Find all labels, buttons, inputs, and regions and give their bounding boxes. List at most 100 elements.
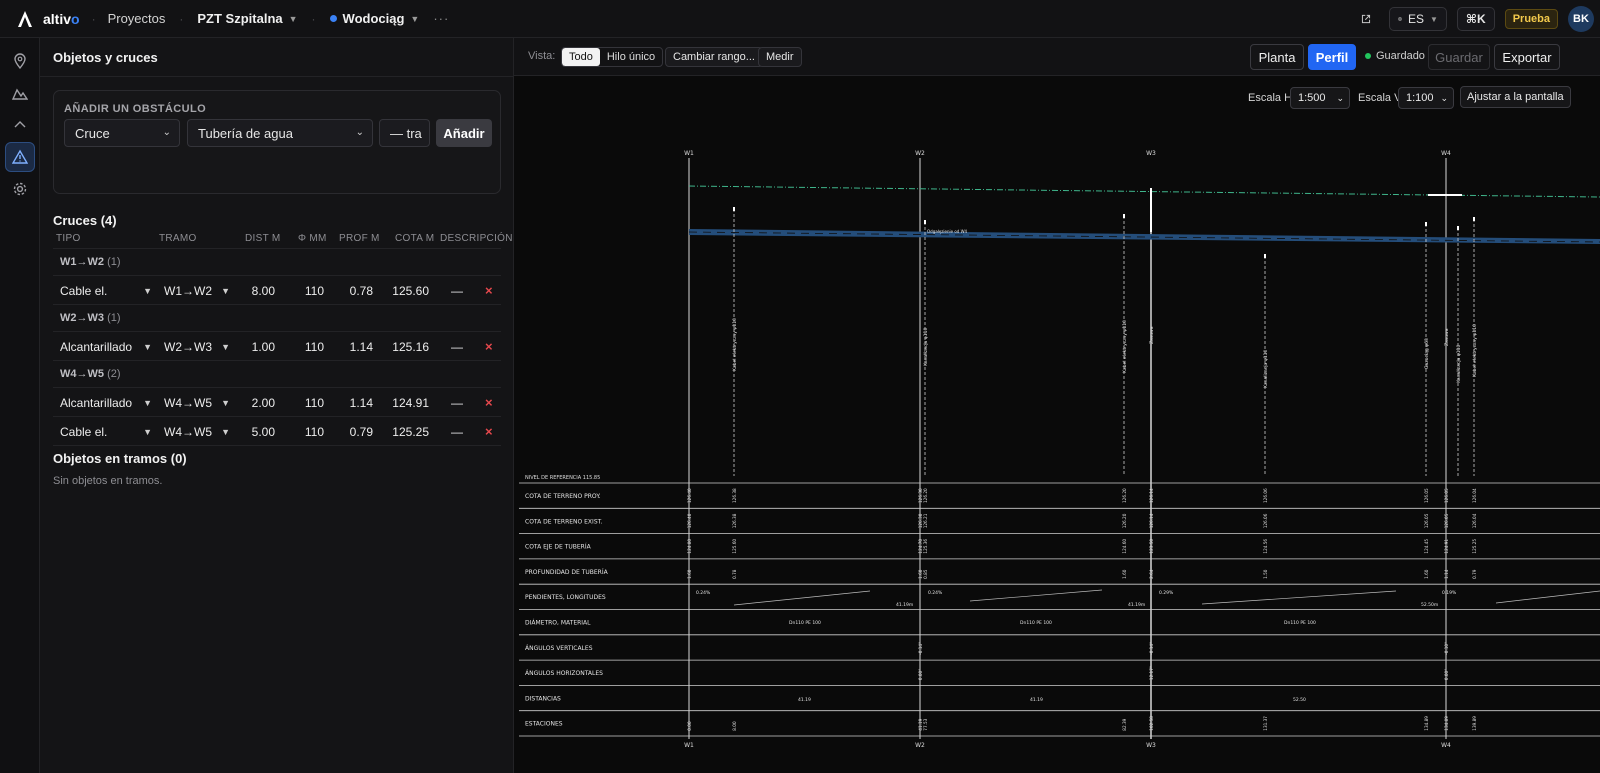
cota-eje-value: 124.45: [1424, 539, 1429, 554]
dist-value[interactable]: 5.00: [251, 425, 275, 439]
elevation-value[interactable]: 125.25: [392, 425, 429, 439]
cota-exist-value: 126.38: [732, 513, 737, 528]
vertical-angle-value: -0.10°: [1444, 642, 1449, 655]
scale-h-select[interactable]: 1:500 ⌄: [1290, 87, 1350, 109]
depth-value: 1.60: [1424, 569, 1429, 579]
table-row: Cable el. ▼ W4→W5 ▼ 5.00 110 0.79 125.25 —…: [53, 417, 501, 446]
chevron-up-icon[interactable]: [5, 110, 35, 140]
slope-label: 0.24%: [928, 590, 943, 596]
cota-eje-value: 125.60: [732, 539, 737, 554]
segment-select[interactable]: W1→W2 ▼: [164, 284, 230, 298]
chevron-down-icon: ⌄: [1440, 93, 1448, 103]
terrain-icon[interactable]: [5, 78, 35, 108]
segment-select[interactable]: W4→W5 ▼: [164, 425, 230, 439]
external-link-icon: [1361, 14, 1370, 24]
band-row-label: COTA DE TERRENO PROY.: [525, 493, 601, 500]
dist-value[interactable]: 2.00: [251, 396, 275, 410]
group-count: (1): [107, 312, 121, 324]
crossing-label: Kabel elektryczny φ110: [732, 318, 738, 371]
cota-proy-value: 126.05: [1424, 488, 1429, 503]
profile-canvas[interactable]: Escala H 1:500 ⌄ Escala V 1:100 ⌄ Ajustar …: [514, 76, 1600, 773]
depth-value[interactable]: 1.14: [349, 340, 373, 354]
project-switcher[interactable]: PZT Szpitalna ▼: [197, 11, 297, 26]
add-obstacle-title: AÑADIR UN OBSTÁCULO: [64, 103, 207, 115]
icon-rail: [0, 38, 40, 773]
view-all-tab[interactable]: Todo: [562, 48, 600, 66]
dist-value[interactable]: 1.00: [251, 340, 275, 354]
description-value[interactable]: —: [451, 396, 463, 410]
add-obstacle-button[interactable]: Añadir: [436, 119, 492, 147]
command-palette-button[interactable]: ⌘K: [1456, 7, 1495, 31]
slope-label: 0.29%: [1159, 590, 1174, 596]
well-label-bottom: W3: [1146, 742, 1156, 749]
depth-value[interactable]: 1.14: [349, 396, 373, 410]
type-select[interactable]: Alcantarillado ▼: [60, 340, 152, 354]
table-row: Cable el. ▼ W1→W2 ▼ 8.00 110 0.78 125.60 —…: [53, 276, 501, 305]
elevation-value[interactable]: 124.91: [392, 396, 429, 410]
scale-v-select[interactable]: 1:100 ⌄: [1398, 87, 1454, 109]
plan-view-button[interactable]: Planta: [1250, 44, 1304, 70]
network-switcher[interactable]: Wodociąg ▼: [329, 11, 419, 26]
dist-value[interactable]: 8.00: [251, 284, 275, 298]
fit-to-screen-button[interactable]: Ajustar a la pantalla: [1460, 86, 1571, 108]
obstacle-type-select[interactable]: Cruce ⌄: [64, 119, 180, 147]
change-range-button[interactable]: Cambiar rango...: [665, 47, 763, 67]
delete-icon[interactable]: ×: [485, 395, 493, 410]
diameter-value[interactable]: 110: [304, 340, 324, 354]
delete-icon[interactable]: ×: [485, 283, 493, 298]
cota-proy-value: 126.05: [1444, 488, 1449, 503]
diameter-value[interactable]: 110: [304, 425, 324, 439]
description-value[interactable]: —: [451, 425, 463, 439]
cota-eje-value: 124.70: [918, 539, 923, 554]
nav-projects-link[interactable]: Proyectos: [107, 11, 166, 26]
elevation-value[interactable]: 125.60: [392, 284, 429, 298]
user-avatar[interactable]: BK: [1568, 6, 1594, 32]
band-table: COTA DE TERRENO PROY. COTA DE TERRENO EXI…: [519, 482, 1600, 737]
group-name: W4→W5: [60, 368, 104, 380]
column-header: TRAMO: [159, 233, 197, 244]
add-obstacle-box: AÑADIR UN OBSTÁCULO Cruce ⌄ Tubería de a…: [53, 90, 501, 194]
type-select[interactable]: Cable el. ▼: [60, 284, 152, 298]
obstacle-segment-select[interactable]: — tra: [379, 119, 430, 147]
station-value: 139.89: [1472, 716, 1477, 731]
type-select[interactable]: Alcantarillado ▼: [60, 396, 152, 410]
measure-button[interactable]: Medir: [758, 47, 802, 67]
brand-logo[interactable]: altivo: [17, 10, 80, 28]
nav-separator-icon: ·: [311, 11, 316, 26]
band-row-label: DIÁMETRO, MATERIAL: [525, 620, 591, 627]
chevron-down-icon: ⌄: [355, 127, 364, 138]
gear-icon[interactable]: [5, 174, 35, 204]
more-icon[interactable]: ···: [433, 11, 450, 26]
view-single-tab[interactable]: Hilo único: [606, 51, 656, 63]
segment-select[interactable]: W2→W3 ▼: [164, 340, 230, 354]
diameter-value[interactable]: 110: [304, 284, 324, 298]
elevation-value[interactable]: 125.16: [392, 340, 429, 354]
open-external-icon[interactable]: [1353, 7, 1379, 31]
crossing-markers: [733, 207, 1475, 258]
globe-icon: [1398, 17, 1402, 21]
well-label-bottom: W1: [684, 742, 694, 749]
description-value[interactable]: —: [451, 284, 463, 298]
map-pin-icon[interactable]: [5, 46, 35, 76]
diameter-value[interactable]: 110: [304, 396, 324, 410]
depth-value: 1.60: [1122, 569, 1127, 579]
pipe-annotation: Odgałęzienie od W4: [927, 229, 968, 234]
well-label-top: W4: [1441, 150, 1451, 157]
description-value[interactable]: —: [451, 340, 463, 354]
scale-v-label: Escala V: [1358, 92, 1402, 104]
language-selector[interactable]: ES ▼: [1388, 7, 1447, 31]
warning-icon[interactable]: [5, 142, 35, 172]
save-button[interactable]: Guardar: [1428, 44, 1490, 70]
segment-select[interactable]: W4→W5 ▼: [164, 396, 230, 410]
obstacle-object-select[interactable]: Tubería de agua ⌄: [187, 119, 373, 147]
delete-icon[interactable]: ×: [485, 424, 493, 439]
profile-view-button[interactable]: Perfil: [1308, 44, 1356, 70]
type-select[interactable]: Cable el. ▼: [60, 425, 152, 439]
crossing-label: Kanalizacja φ110: [923, 328, 929, 366]
chevron-down-icon: ▼: [221, 342, 230, 352]
crossing-label: Zasuwa: [1149, 326, 1155, 344]
delete-icon[interactable]: ×: [485, 339, 493, 354]
depth-value[interactable]: 0.78: [349, 284, 373, 298]
depth-value[interactable]: 0.79: [349, 425, 373, 439]
export-button[interactable]: Exportar: [1494, 44, 1560, 70]
